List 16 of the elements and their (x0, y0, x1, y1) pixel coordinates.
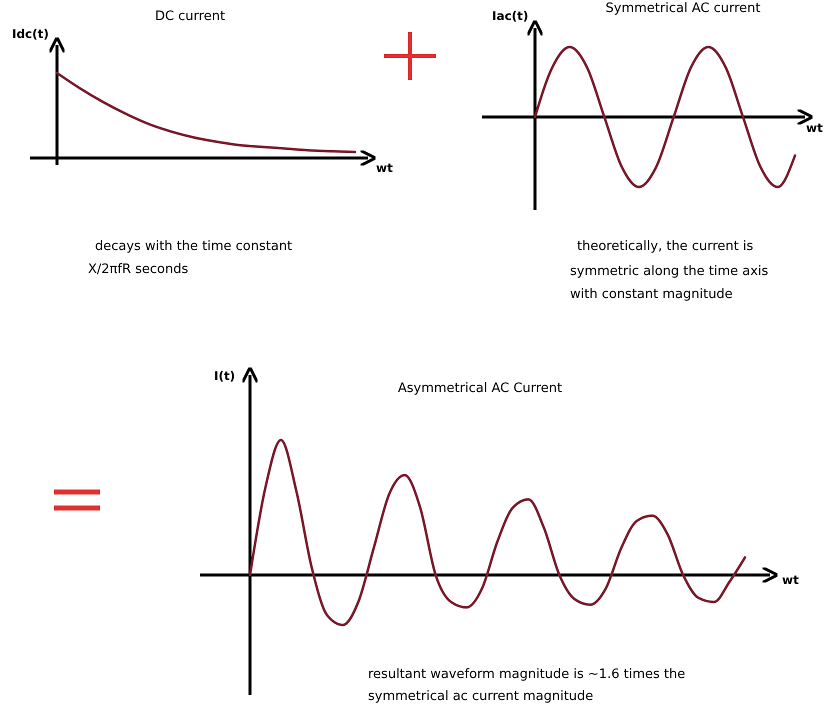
x-axis-title: wt (376, 161, 394, 175)
text: resultant waveform magnitude is ~1.6 times the (368, 667, 686, 682)
chart-title: Asymmetrical AC Current (398, 381, 562, 396)
x-axis-title: wt (806, 121, 824, 135)
text: X/2πfR seconds (88, 262, 188, 277)
x-axis-title: wt (782, 573, 800, 587)
text: decays with the time constant (95, 239, 292, 254)
text: theoretically, the current is (577, 239, 754, 254)
y-axis-title: I(t) (214, 369, 236, 383)
y-axis-title: Idc(t) (12, 27, 49, 41)
text: symmetric along the time axis (570, 264, 769, 279)
text: symmetrical ac current magnitude (368, 689, 594, 704)
chart-title: Symmetrical AC current (606, 1, 760, 16)
chart-title: DC current (154, 9, 226, 24)
text: with constant magnitude (570, 287, 733, 302)
y-axis-title: Iac(t) (492, 9, 528, 23)
